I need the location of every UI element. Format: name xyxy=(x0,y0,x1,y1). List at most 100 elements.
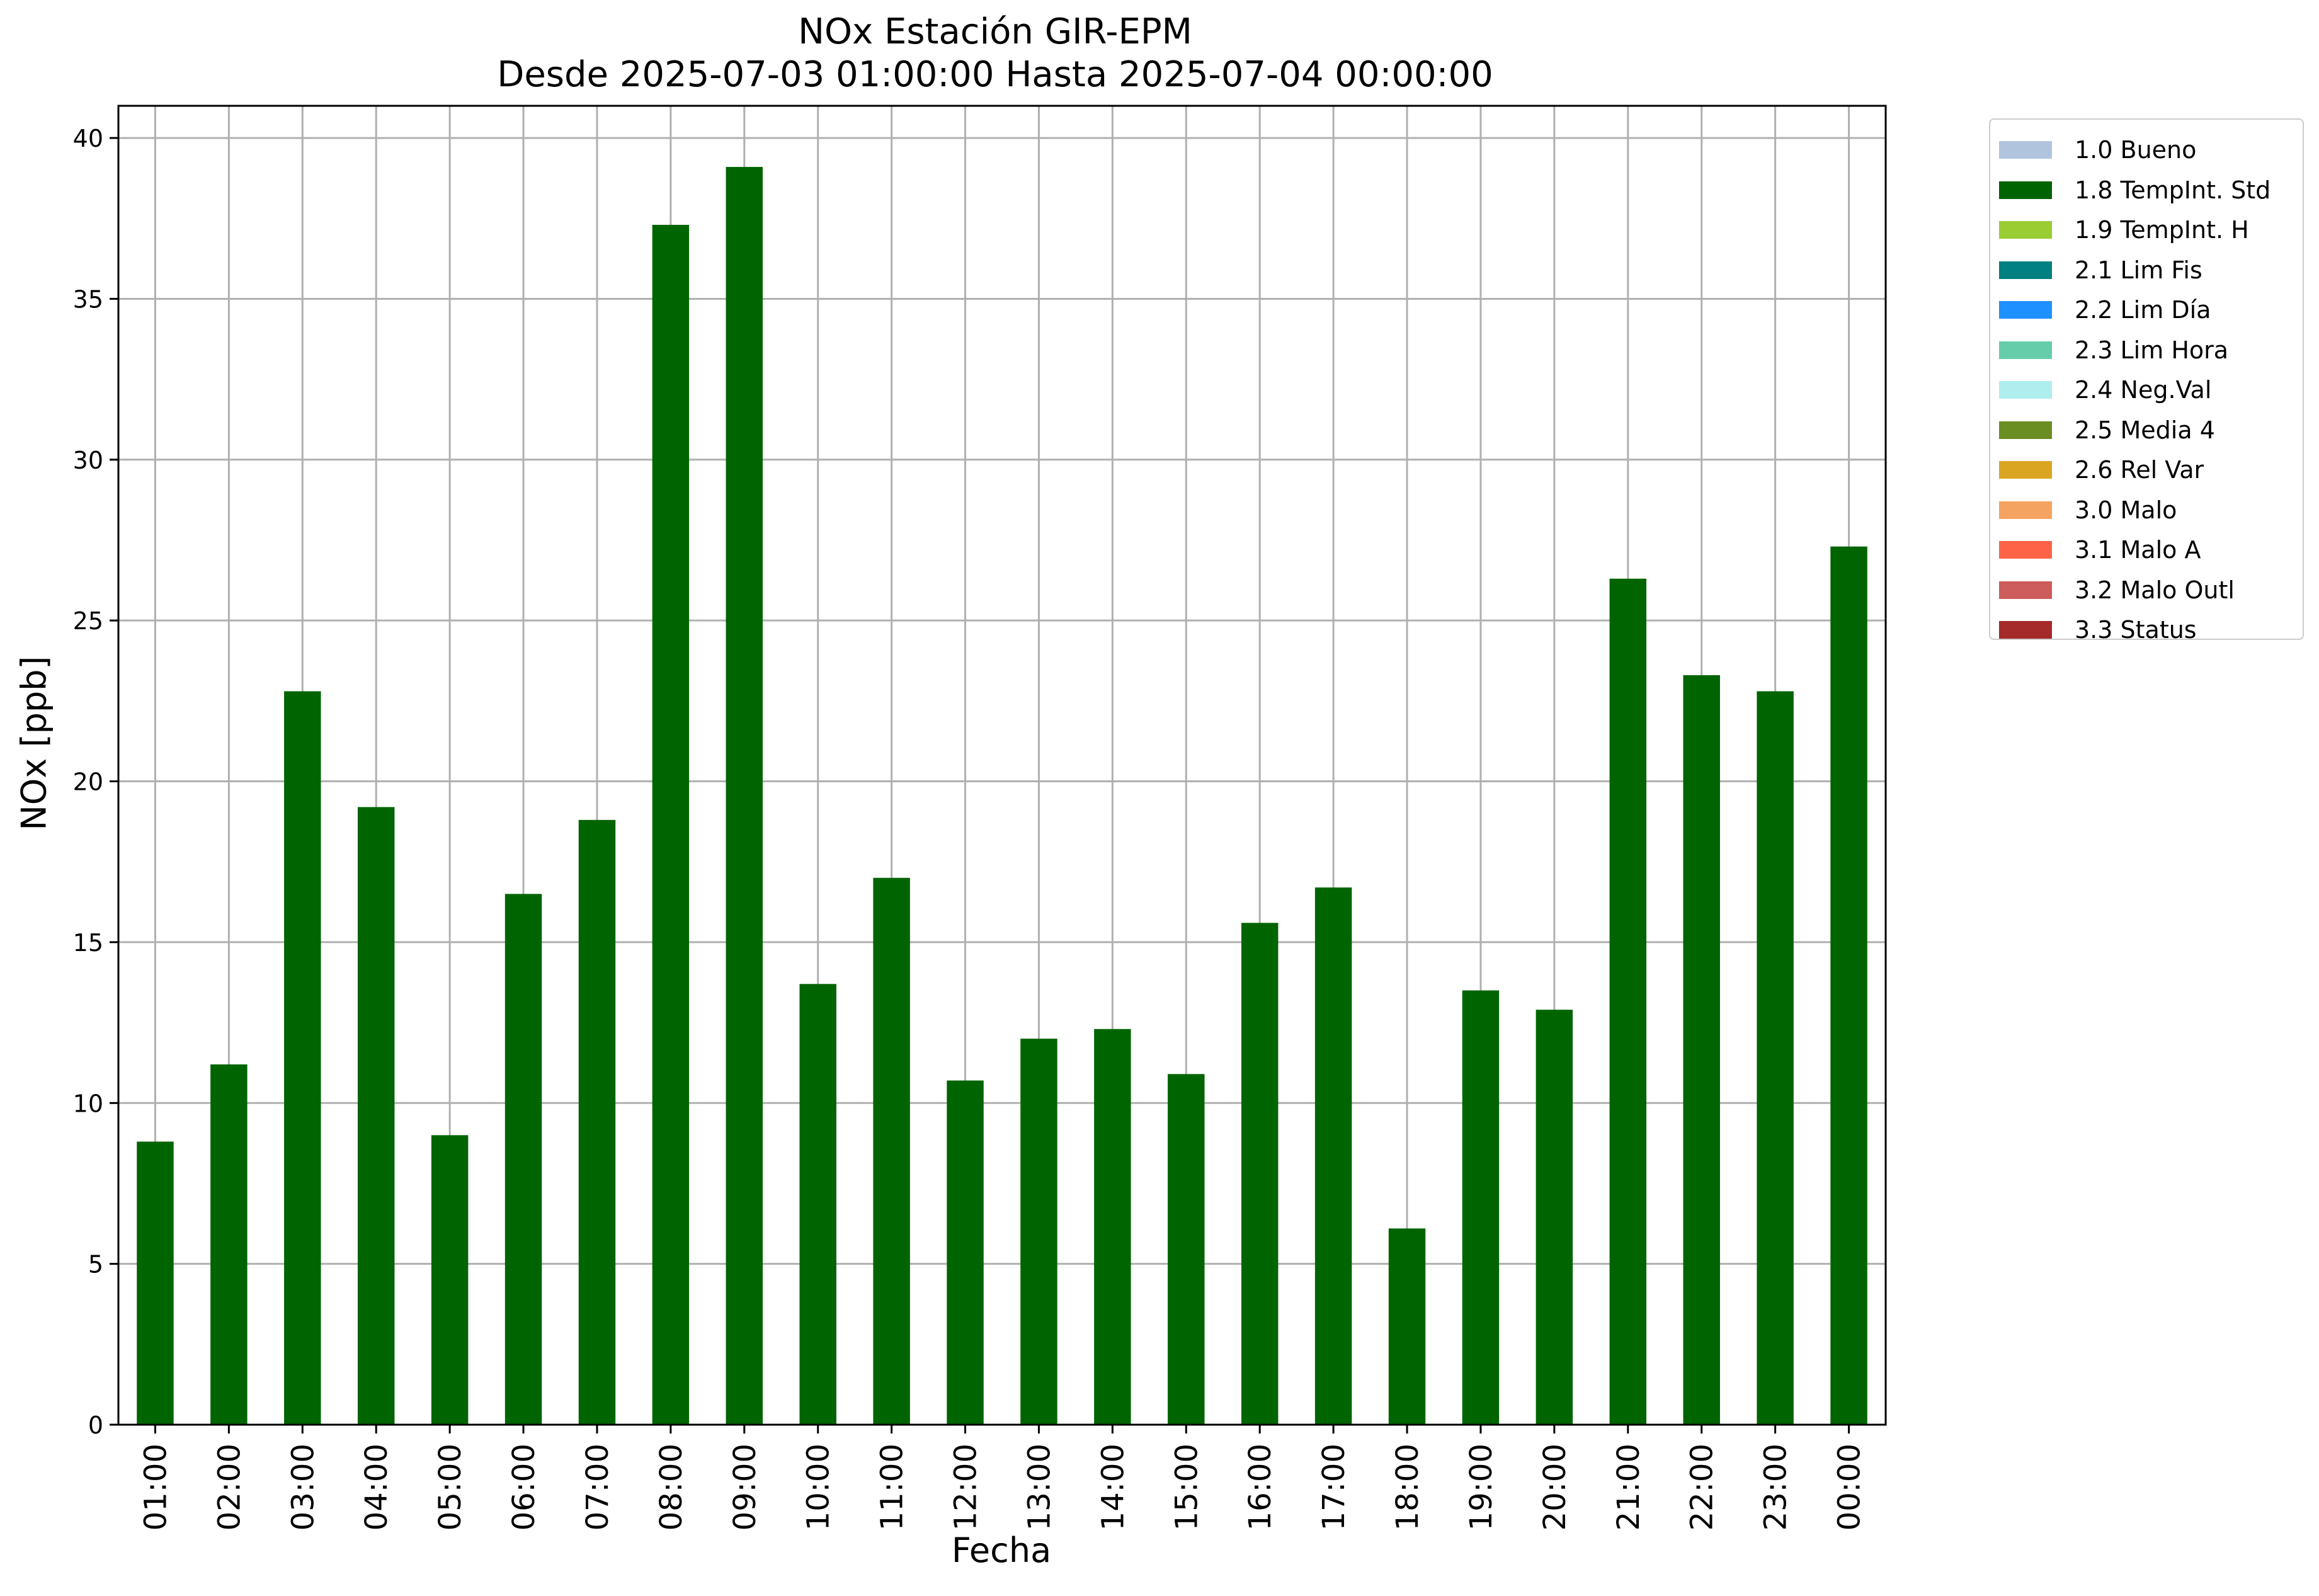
bar xyxy=(726,167,763,1425)
bar xyxy=(652,224,690,1425)
bar xyxy=(947,1080,984,1425)
y-tick-label: 25 xyxy=(73,607,103,635)
legend-item: 3.2 Malo Outl xyxy=(1999,571,2235,609)
legend-label: 3.2 Malo Outl xyxy=(2075,576,2235,604)
x-tick-label: 07:00 xyxy=(580,1444,615,1530)
x-tick-label: 09:00 xyxy=(727,1444,763,1530)
x-tick-label: 19:00 xyxy=(1464,1444,1499,1530)
bar xyxy=(578,819,616,1425)
x-tick-label: 13:00 xyxy=(1022,1444,1057,1530)
plot-frame xyxy=(117,105,1887,1426)
bar xyxy=(1388,1228,1426,1425)
legend-item: 2.1 Lim Fis xyxy=(1999,251,2202,289)
bar xyxy=(1241,923,1279,1425)
x-tick-label: 14:00 xyxy=(1095,1444,1131,1530)
legend-item: 3.1 Malo A xyxy=(1999,531,2201,569)
y-tick-label: 35 xyxy=(73,285,103,313)
legend-item: 1.0 Bueno xyxy=(1999,131,2196,169)
x-tick-label: 02:00 xyxy=(212,1444,247,1530)
legend-swatch xyxy=(1999,621,2052,639)
x-tick-label: 16:00 xyxy=(1243,1444,1278,1530)
legend-item: 2.6 Rel Var xyxy=(1999,451,2204,489)
legend-swatch xyxy=(1999,461,2052,479)
bar xyxy=(284,691,321,1425)
x-tick-label: 01:00 xyxy=(138,1444,173,1530)
legend-swatch xyxy=(1999,381,2052,399)
y-tick-label: 20 xyxy=(73,768,103,796)
bar xyxy=(873,877,910,1425)
legend-label: 2.5 Media 4 xyxy=(2075,416,2215,444)
legend-label: 1.8 TempInt. Std xyxy=(2075,176,2271,204)
legend-swatch xyxy=(1999,421,2052,439)
bar xyxy=(137,1141,174,1425)
legend-label: 1.0 Bueno xyxy=(2075,136,2197,164)
x-tick-label: 10:00 xyxy=(801,1444,836,1530)
legend-label: 2.2 Lim Día xyxy=(2075,296,2211,324)
legend-swatch xyxy=(1999,261,2052,279)
bar xyxy=(1314,887,1352,1425)
x-tick-label: 06:00 xyxy=(506,1444,542,1530)
legend-label: 3.3 Status xyxy=(2075,616,2197,644)
legend-item: 1.8 TempInt. Std xyxy=(1999,171,2271,209)
legend-label: 3.0 Malo xyxy=(2075,496,2177,524)
x-tick-label: 23:00 xyxy=(1758,1444,1794,1530)
legend-item: 3.0 Malo xyxy=(1999,491,2177,529)
legend-item: 2.3 Lim Hora xyxy=(1999,331,2228,369)
y-tick-label: 30 xyxy=(73,447,103,474)
y-tick-label: 15 xyxy=(73,929,103,957)
bar xyxy=(210,1064,248,1425)
legend-swatch xyxy=(1999,301,2052,319)
bar xyxy=(1536,1010,1573,1425)
bar xyxy=(1830,546,1867,1425)
legend-item: 3.3 Status xyxy=(1999,611,2197,649)
bar xyxy=(1683,675,1720,1425)
x-tick-label: 04:00 xyxy=(359,1444,394,1530)
y-tick-label: 0 xyxy=(88,1411,103,1439)
x-tick-label: 17:00 xyxy=(1316,1444,1352,1530)
x-tick-label: 22:00 xyxy=(1685,1444,1720,1530)
legend-swatch xyxy=(1999,181,2052,199)
bar xyxy=(1094,1029,1131,1425)
x-tick-label: 03:00 xyxy=(285,1444,321,1530)
legend-label: 1.9 TempInt. H xyxy=(2075,216,2249,244)
x-tick-label: 11:00 xyxy=(875,1444,910,1530)
bar xyxy=(431,1135,469,1425)
chart-title: NOx Estación GIR-EPM xyxy=(798,11,1192,52)
bar xyxy=(1168,1074,1205,1425)
y-axis-title: NOx [ppb] xyxy=(14,656,54,831)
legend: 1.0 Bueno 1.8 TempInt. Std 1.9 TempInt. H 2… xyxy=(1989,118,2304,644)
legend-swatch xyxy=(1999,141,2052,159)
bar xyxy=(1609,578,1647,1425)
legend-swatch xyxy=(1999,541,2052,559)
bar-chart: 0 5 10 15 20 25 30 35 40 01:00 02:00 03:00 04:00 05:0… xyxy=(73,105,1887,1530)
legend-item: 2.5 Media 4 xyxy=(1999,411,2215,449)
y-tick-label: 40 xyxy=(73,125,103,152)
legend-item: 2.2 Lim Día xyxy=(1999,291,2211,329)
legend-item: 1.9 TempInt. H xyxy=(1999,211,2249,249)
x-tick-label: 12:00 xyxy=(949,1444,984,1530)
bar xyxy=(799,984,836,1425)
x-axis-title: Fecha xyxy=(951,1530,1052,1570)
x-tick-label: 08:00 xyxy=(654,1444,689,1530)
legend-swatch xyxy=(1999,221,2052,239)
legend-label: 2.1 Lim Fis xyxy=(2075,256,2202,284)
legend-swatch xyxy=(1999,581,2052,599)
bar xyxy=(357,807,395,1425)
legend-label: 2.4 Neg.Val xyxy=(2075,376,2212,404)
bar xyxy=(1462,990,1500,1425)
legend-label: 3.1 Malo A xyxy=(2075,536,2201,564)
bar xyxy=(1020,1039,1057,1425)
chart-subtitle: Desde 2025-07-03 01:00:00 Hasta 2025-07-… xyxy=(497,54,1493,95)
y-tick-label: 5 xyxy=(88,1251,103,1279)
x-tick-label: 05:00 xyxy=(433,1444,468,1530)
legend-swatch xyxy=(1999,341,2052,359)
x-tick-label: 20:00 xyxy=(1537,1444,1573,1530)
bar xyxy=(504,894,542,1425)
y-tick-label: 10 xyxy=(73,1090,103,1117)
legend-item: 2.4 Neg.Val xyxy=(1999,371,2211,409)
legend-swatch xyxy=(1999,501,2052,519)
x-tick-label: 21:00 xyxy=(1611,1444,1646,1530)
x-tick-label: 15:00 xyxy=(1169,1444,1204,1530)
legend-label: 2.6 Rel Var xyxy=(2075,456,2204,484)
bar xyxy=(1757,691,1794,1425)
